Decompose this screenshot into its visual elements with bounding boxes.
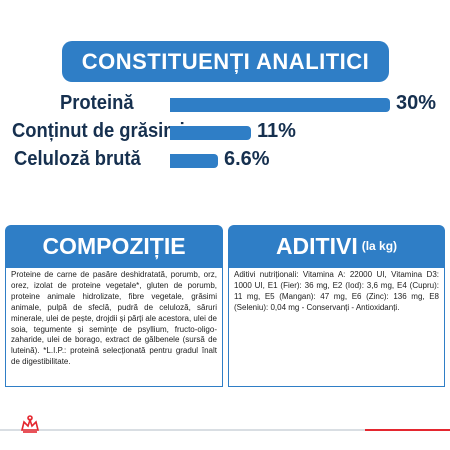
- analytics-label: Proteină: [60, 92, 134, 114]
- analytics-bar: [170, 154, 218, 168]
- composition-box: Proteine de carne de pasăre deshidratată…: [5, 267, 223, 387]
- additives-unit: (la kg): [361, 239, 398, 253]
- analytics-label: Conținut de grăsimi: [12, 120, 185, 142]
- additives-box: Aditivi nutriționali: Vitamina A: 22000 …: [228, 267, 445, 387]
- composition-title: COMPOZIȚIE: [42, 232, 186, 259]
- additives-text: Aditivi nutriționali: Vitamina A: 22000 …: [234, 270, 439, 312]
- additives-title: ADITIVI: [275, 232, 358, 259]
- analytics-bar: [170, 126, 251, 140]
- analytics-value: 11%: [257, 120, 296, 142]
- analytics-label: Celuloză brută: [14, 148, 141, 170]
- composition-header: COMPOZIȚIE: [5, 225, 223, 267]
- composition-text: Proteine de carne de pasăre deshidratată…: [11, 270, 217, 367]
- banner-title: CONSTITUENȚI ANALITICI: [81, 48, 370, 74]
- analytics-bar: [170, 98, 390, 112]
- analytics-value: 6.6%: [224, 148, 270, 170]
- analytics-banner: CONSTITUENȚI ANALITICI: [62, 41, 389, 82]
- footer-accent-line: [365, 429, 450, 431]
- crown-icon: [19, 414, 41, 434]
- additives-header: ADITIVI (la kg): [228, 225, 445, 267]
- analytics-value: 30%: [396, 92, 437, 114]
- footer-divider: [0, 429, 365, 431]
